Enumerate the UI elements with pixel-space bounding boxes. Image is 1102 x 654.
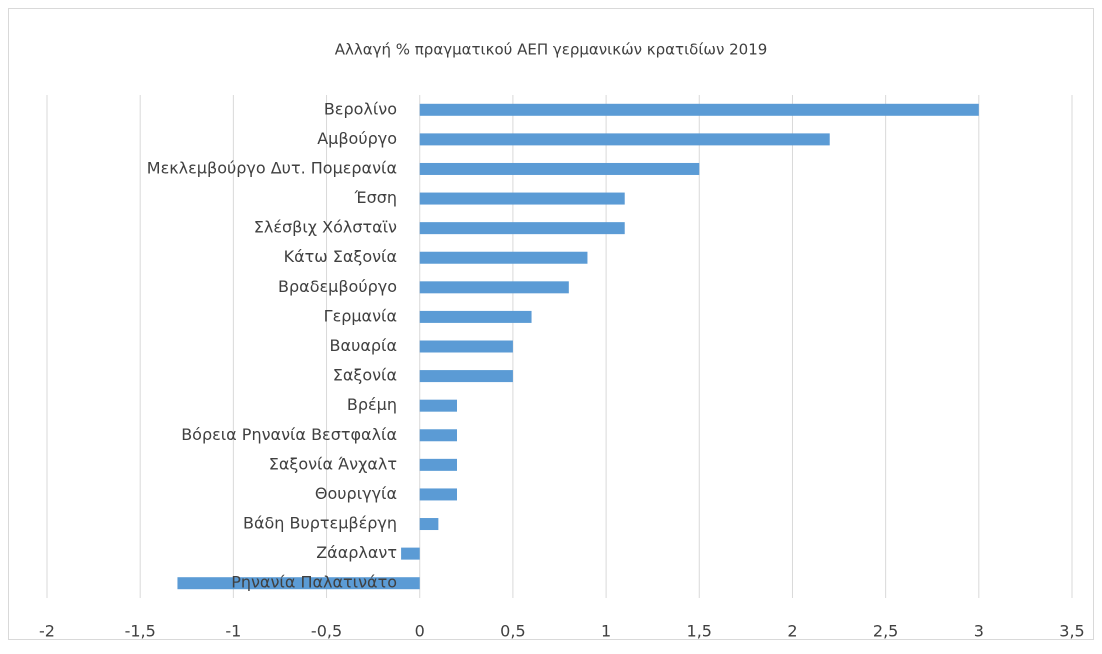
bar bbox=[419, 340, 513, 353]
bar bbox=[419, 103, 979, 116]
bar bbox=[419, 488, 457, 501]
x-tick-label: 1,5 bbox=[687, 622, 712, 641]
x-tick-label: 2,5 bbox=[873, 622, 898, 641]
y-tick-label: Ζάαρλαντ bbox=[316, 543, 397, 562]
y-tick-label: Κάτω Σαξονία bbox=[284, 247, 397, 266]
y-tick-label: Αμβούργο bbox=[317, 129, 397, 148]
bar bbox=[419, 162, 700, 175]
y-tick-label: Μεκλεμβούργο Δυτ. Πομερανία bbox=[147, 158, 397, 177]
bar bbox=[419, 251, 588, 264]
y-tick-label: Βρέμη bbox=[347, 395, 397, 414]
x-tick-label: -0,5 bbox=[311, 622, 342, 641]
x-tick-label: 3,5 bbox=[1059, 622, 1084, 641]
y-tick-label: Θουριγγία bbox=[315, 484, 397, 503]
y-tick-label: Σαξονία bbox=[333, 366, 397, 385]
x-tick-label: 2 bbox=[787, 622, 797, 641]
bar bbox=[419, 399, 457, 412]
bar bbox=[419, 222, 625, 235]
y-tick-label: Ρηνανία Παλατινάτο bbox=[231, 573, 397, 592]
y-tick-label: Βόρεια Ρηνανία Βεστφαλία bbox=[181, 425, 397, 444]
y-tick-label: Βάδη Βυρτεμβέργη bbox=[243, 514, 397, 533]
bar bbox=[419, 310, 532, 323]
chart-frame bbox=[8, 8, 1094, 640]
bar bbox=[419, 133, 830, 146]
y-tick-label: Έσση bbox=[354, 188, 397, 207]
bar bbox=[177, 577, 420, 590]
bar bbox=[419, 281, 569, 294]
x-tick-label: -1,5 bbox=[125, 622, 156, 641]
y-tick-label: Σλέσβιχ Χόλσταϊν bbox=[254, 218, 397, 237]
y-tick-label: Σαξονία Άνχαλτ bbox=[269, 454, 397, 473]
bar bbox=[419, 458, 457, 471]
y-tick-label: Βαυαρία bbox=[330, 336, 397, 355]
x-tick-label: 0,5 bbox=[500, 622, 525, 641]
bar bbox=[419, 192, 625, 205]
y-tick-label: Γερμανία bbox=[324, 306, 397, 325]
bar bbox=[401, 547, 420, 560]
chart-title: Αλλαγή % πραγματικού ΑΕΠ γερμανικών κρατ… bbox=[335, 41, 768, 59]
x-tick-label: 1 bbox=[601, 622, 611, 641]
y-tick-label: Βραδεμβούργο bbox=[278, 277, 397, 296]
x-tick-label: 3 bbox=[974, 622, 984, 641]
bar bbox=[419, 518, 439, 531]
x-tick-label: -1 bbox=[225, 622, 241, 641]
y-tick-label: Βερολίνο bbox=[324, 99, 397, 118]
bar bbox=[419, 370, 513, 383]
x-tick-label: -2 bbox=[39, 622, 55, 641]
bar bbox=[419, 429, 457, 442]
x-tick-label: 0 bbox=[415, 622, 425, 641]
